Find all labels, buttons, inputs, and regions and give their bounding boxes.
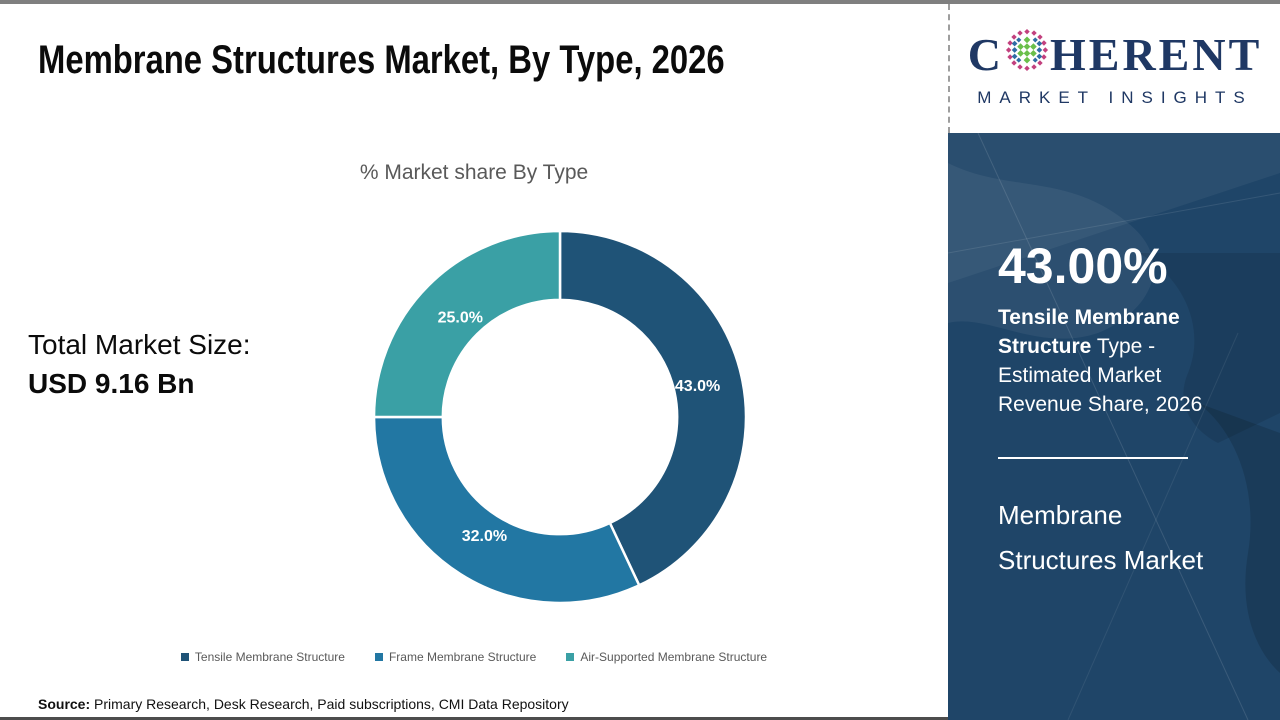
brand-word: HERENT bbox=[1049, 29, 1263, 80]
legend-swatch bbox=[180, 653, 189, 661]
slice-data-label: 32.0% bbox=[462, 528, 507, 545]
market-size-value: USD 9.16 Bn bbox=[28, 368, 195, 399]
source-text: Primary Research, Desk Research, Paid su… bbox=[90, 696, 569, 712]
market-size-label: Total Market Size: bbox=[28, 329, 251, 360]
slice-data-label: 25.0% bbox=[438, 309, 483, 326]
chart-title: % Market share By Type bbox=[359, 161, 589, 184]
bottom-border-bar bbox=[0, 717, 1280, 720]
chart-legend: Tensile Membrane Structure Frame Membrane… bbox=[0, 650, 948, 664]
legend-label: Frame Membrane Structure bbox=[388, 650, 537, 664]
brand-tagline: MARKET INSIGHTS bbox=[977, 88, 1253, 107]
donut-chart-svg: 43.0% 32.0% 25.0% bbox=[372, 229, 748, 605]
highlight-stat-description: Tensile Membrane Structure Type - Estima… bbox=[998, 303, 1213, 419]
legend-swatch bbox=[374, 653, 383, 661]
report-name: Membrane Structures Market bbox=[998, 500, 1204, 575]
source-label: Source: bbox=[38, 696, 91, 712]
donut-slice bbox=[558, 229, 748, 587]
main-chart-area: Membrane Structures Market, By Type, 202… bbox=[0, 4, 948, 717]
stat-description-rest: Type - Estimated Market Revenue Share, 2… bbox=[998, 335, 1203, 416]
brand-logo: C HERENT bbox=[950, 26, 1280, 85]
highlight-sidebar: 43.00% Tensile Membrane Structure Type -… bbox=[948, 133, 1280, 720]
total-market-size: Total Market Size: USD 9.16 Bn bbox=[28, 326, 251, 404]
top-border-bar bbox=[0, 0, 1280, 4]
brand-letter-c: C bbox=[967, 29, 1004, 80]
donut-chart: 43.0% 32.0% 25.0% bbox=[350, 207, 770, 627]
world-map-texture bbox=[948, 133, 1280, 720]
legend-item: Frame Membrane Structure bbox=[374, 650, 537, 664]
legend-item: Tensile Membrane Structure bbox=[180, 650, 345, 664]
legend-label: Air-Supported Membrane Structure bbox=[580, 650, 768, 664]
globe-icon bbox=[1005, 26, 1049, 85]
page-title: Membrane Structures Market, By Type, 202… bbox=[38, 38, 725, 82]
donut-slice bbox=[372, 229, 562, 419]
source-note: Source: Primary Research, Desk Research,… bbox=[38, 696, 569, 712]
logo-panel: C HERENT MARKET INSIGHTS bbox=[948, 4, 1280, 133]
sidebar-divider-line bbox=[998, 457, 1188, 459]
legend-label: Tensile Membrane Structure bbox=[194, 650, 345, 664]
stat-segment-name: Tensile Membrane Structure bbox=[998, 306, 1180, 358]
legend-item: Air-Supported Membrane Structure bbox=[566, 650, 767, 664]
donut-slice bbox=[372, 415, 641, 605]
legend-swatch bbox=[566, 653, 575, 661]
highlight-stat-value: 43.00% bbox=[998, 238, 1168, 294]
slice-data-label: 43.0% bbox=[675, 378, 720, 395]
